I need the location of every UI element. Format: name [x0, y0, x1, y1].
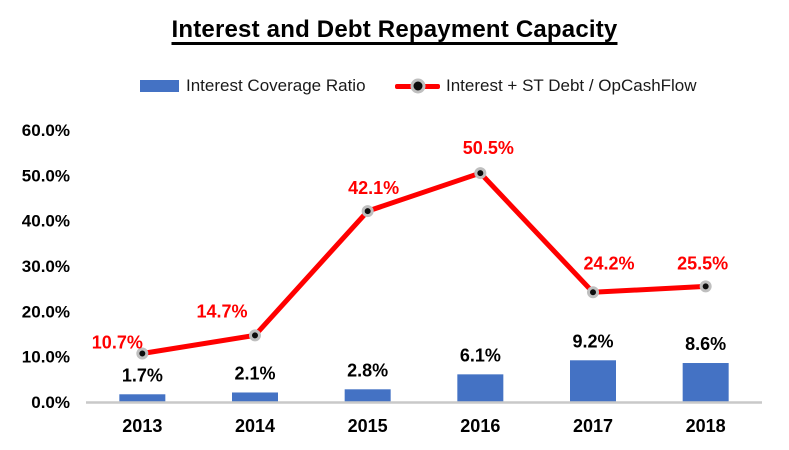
- bar-data-label-2014: 2.1%: [234, 363, 275, 383]
- line-data-label-2016: 50.5%: [463, 138, 514, 158]
- data-point-2013: [136, 347, 149, 360]
- chart-title: Interest and Debt Repayment Capacity: [0, 16, 789, 44]
- y-axis-tick-30.0%: 30.0%: [22, 257, 70, 276]
- data-point-2015: [361, 205, 374, 218]
- y-axis-tick-40.0%: 40.0%: [22, 212, 70, 231]
- y-axis-tick-0.0%: 0.0%: [31, 393, 70, 412]
- line-series-path: [139, 170, 709, 356]
- legend-label-line-series: Interest + ST Debt / OpCashFlow: [446, 76, 697, 95]
- bar-data-label-2013: 1.7%: [122, 365, 163, 385]
- x-axis-label-2014: 2014: [235, 416, 275, 436]
- bar-data-label-2016: 6.1%: [460, 345, 501, 365]
- bar-2013: [119, 394, 166, 402]
- bar-series-swatch-icon: [140, 80, 179, 92]
- y-axis-tick-10.0%: 10.0%: [22, 348, 70, 367]
- bar-2018: [682, 363, 729, 402]
- x-axis-label-2017: 2017: [573, 416, 613, 436]
- legend-line-dot: [410, 78, 425, 94]
- legend-label-bar-series: Interest Coverage Ratio: [186, 76, 366, 95]
- y-axis-tick-50.0%: 50.0%: [22, 166, 70, 185]
- legend-item-interest-coverage-ratio: Interest Coverage Ratio: [140, 74, 366, 98]
- line-series-marker-icon: [395, 78, 440, 94]
- x-axis-label-2013: 2013: [122, 416, 162, 436]
- line-data-label-2013: 10.7%: [92, 332, 143, 352]
- bar-data-label-2015: 2.8%: [347, 360, 388, 380]
- data-point-2017: [587, 286, 599, 299]
- bar-data-label-2018: 8.6%: [685, 334, 726, 354]
- x-axis-label-2018: 2018: [686, 416, 726, 436]
- bar-data-label-2017: 9.2%: [572, 331, 613, 351]
- line-data-label-2017: 24.2%: [583, 253, 634, 273]
- bar-2015: [344, 389, 391, 402]
- data-point-2014: [249, 329, 261, 342]
- data-point-2016: [474, 167, 487, 180]
- bar-2017: [570, 360, 616, 402]
- line-data-label-2018: 25.5%: [677, 253, 728, 273]
- bar-2014: [232, 392, 278, 402]
- legend-item-interest-st-debt-opcashflow: Interest + ST Debt / OpCashFlow: [395, 74, 697, 98]
- line-data-label-2014: 14.7%: [196, 301, 247, 321]
- x-axis-label-2015: 2015: [348, 416, 388, 436]
- line-data-label-2015: 42.1%: [348, 178, 399, 198]
- y-axis-tick-60.0%: 60.0%: [22, 121, 70, 140]
- y-axis-tick-20.0%: 20.0%: [22, 302, 70, 321]
- x-axis-label-2016: 2016: [460, 416, 500, 436]
- chart-title-text: Interest and Debt Repayment Capacity: [171, 16, 618, 43]
- data-point-2018: [699, 280, 712, 293]
- bar-2016: [457, 374, 504, 402]
